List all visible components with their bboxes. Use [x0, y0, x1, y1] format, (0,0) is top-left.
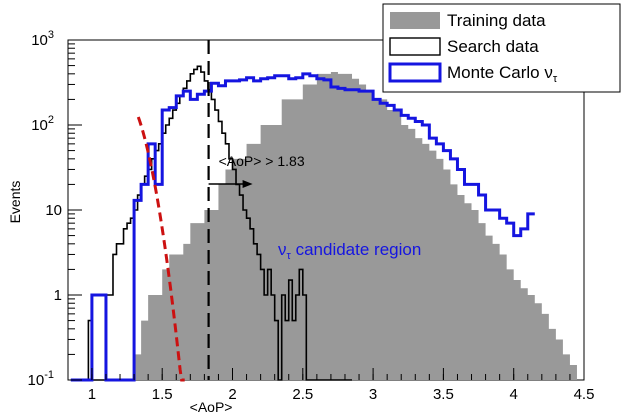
axis-layer: 1 1.5 2 2.5 3 3.5 4 4.5 10-1 1 10 102 103 [28, 29, 595, 403]
legend-swatch-2 [388, 62, 442, 83]
training-data-fill [70, 72, 584, 381]
legend-label-0: Training data [447, 11, 546, 30]
cut-arrowhead [242, 180, 253, 188]
x-tick-label-3.5: 3.5 [433, 386, 454, 403]
series-layer [70, 65, 584, 382]
y-tick-label: 10 [45, 202, 62, 219]
legend-swatch-1 [389, 37, 441, 56]
fit-curve [136, 116, 185, 382]
cut-label: <AoP> > 1.83 [219, 153, 305, 169]
x-tick-label-1: 1 [88, 386, 96, 403]
x-tick-label-4.5: 4.5 [574, 386, 595, 403]
region-label: ντ candidate region [278, 240, 421, 262]
x-tick-label-1.5: 1.5 [152, 386, 173, 403]
legend-label-1: Search data [447, 37, 539, 56]
x-tick-label-4: 4 [510, 386, 518, 403]
x-tick-label-2: 2 [228, 386, 236, 403]
y-tick-label: 1 [54, 287, 62, 304]
legend-label-2: Monte Carlo ντ [447, 63, 558, 85]
y-axis-label: Events [7, 181, 23, 224]
x-tick-label-3: 3 [369, 386, 377, 403]
x-axis-label: <AoP> [190, 399, 233, 415]
legend: Training data Search data Monte Carlo ντ [382, 3, 621, 93]
y-tick-label: 10-1 [28, 369, 54, 389]
x-tick-label-2.5: 2.5 [292, 386, 313, 403]
monte-carlo-line [70, 72, 535, 382]
y-tick-label: 102 [31, 114, 54, 134]
legend-swatch-0 [390, 12, 440, 29]
y-tick-label: 103 [31, 29, 54, 49]
